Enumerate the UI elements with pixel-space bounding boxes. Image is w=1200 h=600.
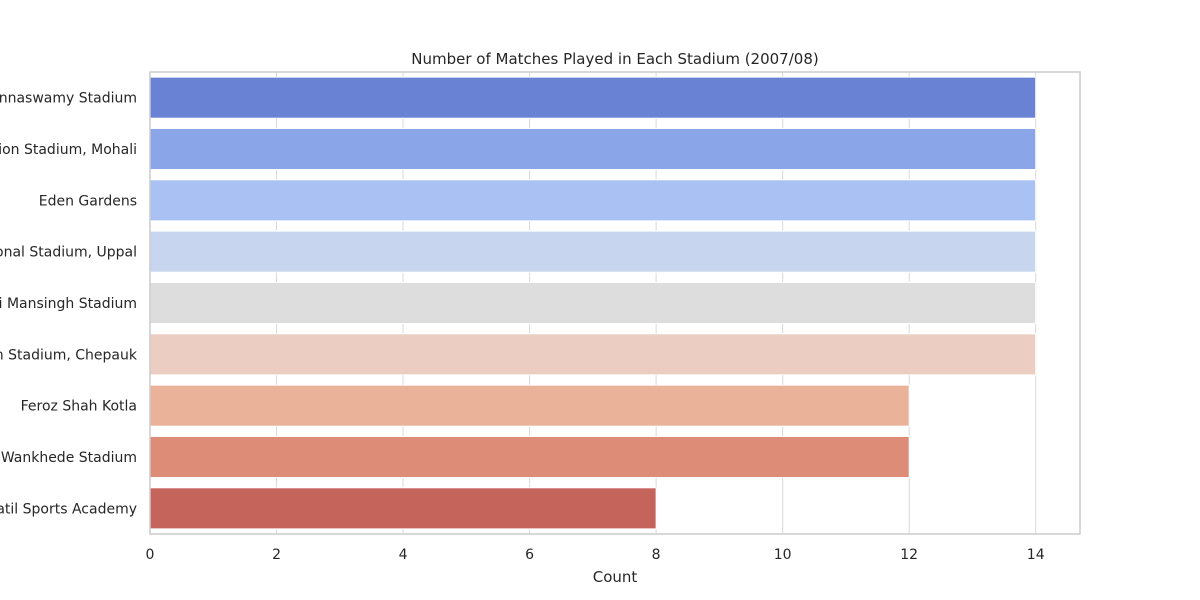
y-tick-label: MA Chidambaram Stadium, Chepauk [0, 347, 138, 363]
bar [149, 333, 1037, 376]
chart-title: Number of Matches Played in Each Stadium… [411, 50, 818, 68]
x-axis-label: Count [593, 568, 638, 586]
y-tick-label: Sawai Mansingh Stadium [0, 296, 137, 312]
plot-frame [149, 71, 1081, 535]
y-axis-ticks: M Chinnaswamy Stadium Punjab Cricket Asso… [0, 91, 138, 518]
x-tick-label: 12 [900, 547, 918, 563]
y-tick-label: Dr DY Patil Sports Academy [0, 501, 137, 517]
bar [149, 281, 1037, 325]
x-tick-label: 14 [1027, 547, 1045, 563]
x-tick-label: 2 [272, 547, 281, 563]
bar [149, 76, 1037, 119]
x-tick-label: 0 [146, 547, 155, 563]
y-tick-label: Eden Gardens [39, 193, 137, 209]
y-tick-label: Rajiv Gandhi International Stadium, Uppa… [0, 245, 137, 261]
bar [149, 179, 1037, 222]
y-tick-label: Punjab Cricket Association Stadium, Moha… [0, 142, 137, 158]
bar [149, 230, 1037, 273]
y-tick-label: Feroz Shah Kotla [21, 399, 137, 415]
bar [149, 435, 910, 479]
x-tick-label: 6 [525, 547, 534, 563]
x-axis-ticks: 0 2 4 6 8 10 12 14 [146, 547, 1045, 563]
y-tick-label: Wankhede Stadium [1, 450, 137, 466]
y-tick-label: M Chinnaswamy Stadium [0, 91, 137, 107]
x-tick-label: 4 [399, 547, 408, 563]
bar [149, 384, 910, 427]
bars [149, 76, 1037, 530]
x-tick-label: 10 [774, 547, 792, 563]
x-tick-label: 8 [652, 547, 661, 563]
bar [149, 127, 1037, 171]
bar [149, 487, 657, 530]
